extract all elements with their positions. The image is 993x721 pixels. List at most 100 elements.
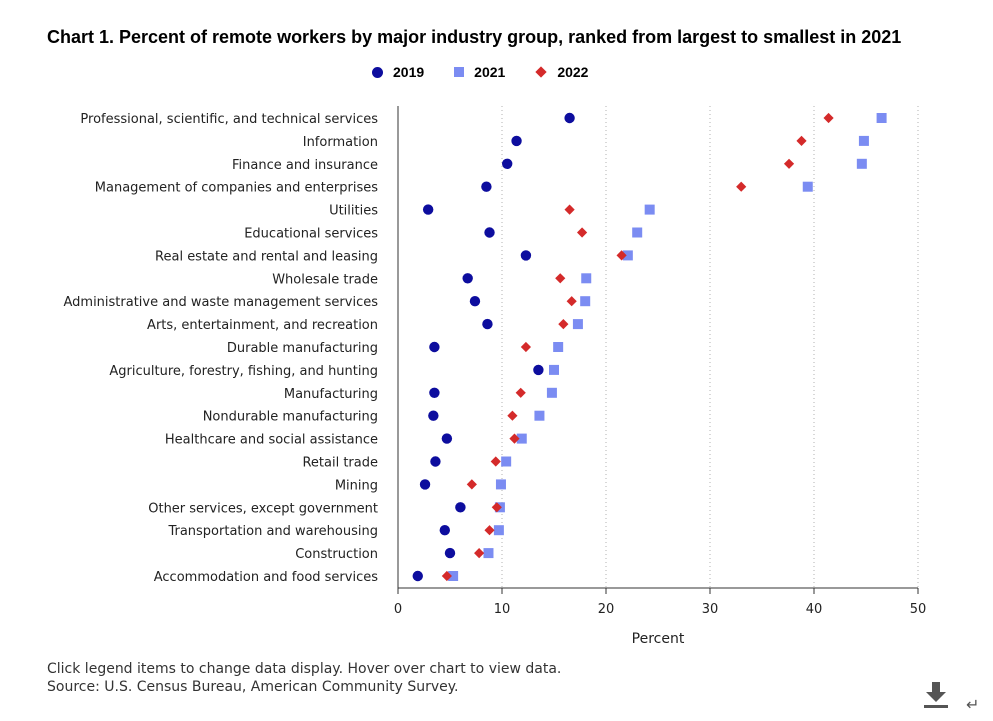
- point-2022[interactable]: [736, 181, 747, 192]
- point-2022[interactable]: [566, 296, 577, 307]
- point-2019[interactable]: [412, 570, 423, 582]
- point-2022[interactable]: [441, 570, 452, 582]
- category-label: Management of companies and enterprises: [95, 181, 378, 196]
- point-2019[interactable]: [439, 525, 450, 536]
- point-2019[interactable]: [455, 502, 466, 513]
- category-label: Healthcare and social assistance: [165, 433, 378, 448]
- footer-source: Source: U.S. Census Bureau, American Com…: [47, 679, 459, 695]
- point-2021[interactable]: [546, 387, 557, 398]
- point-2021[interactable]: [572, 319, 583, 330]
- category-label: Administrative and waste management serv…: [63, 295, 378, 310]
- legend-label-2022: 2022: [557, 64, 589, 80]
- category-label: Agriculture, forestry, fishing, and hunt…: [109, 364, 378, 379]
- point-2019[interactable]: [484, 227, 495, 238]
- point-2021[interactable]: [876, 113, 887, 123]
- point-2019[interactable]: [482, 318, 493, 330]
- point-2019[interactable]: [481, 181, 492, 192]
- legend-item-2019[interactable]: 2019: [372, 64, 424, 80]
- point-2019[interactable]: [469, 296, 481, 307]
- point-2022[interactable]: [474, 548, 485, 559]
- point-2019[interactable]: [441, 433, 453, 444]
- legend-circle-icon: [372, 66, 383, 78]
- point-2022[interactable]: [484, 525, 495, 536]
- point-2021[interactable]: [501, 456, 512, 467]
- point-2019[interactable]: [444, 547, 456, 559]
- point-2019[interactable]: [430, 456, 441, 467]
- point-2019[interactable]: [428, 410, 439, 421]
- x-axis-title: Percent: [632, 631, 685, 647]
- category-label: Arts, entertainment, and recreation: [147, 318, 378, 333]
- point-2022[interactable]: [509, 433, 520, 444]
- point-2021[interactable]: [632, 227, 643, 238]
- point-2021[interactable]: [483, 548, 494, 559]
- point-2019[interactable]: [429, 387, 440, 398]
- point-2019[interactable]: [502, 158, 513, 169]
- category-label: Retail trade: [302, 456, 378, 471]
- point-2022[interactable]: [783, 158, 795, 169]
- point-2019[interactable]: [462, 273, 473, 284]
- category-label: Mining: [335, 478, 378, 493]
- point-2022[interactable]: [823, 112, 834, 124]
- point-2022[interactable]: [796, 135, 807, 146]
- point-2022[interactable]: [558, 319, 569, 330]
- x-tick-label-10: 10: [494, 602, 511, 617]
- point-2021[interactable]: [549, 364, 559, 375]
- point-2019[interactable]: [429, 341, 440, 353]
- point-2021[interactable]: [802, 181, 813, 192]
- legend: 2019 2021 2022: [372, 62, 588, 82]
- point-2019[interactable]: [520, 250, 532, 261]
- point-2021[interactable]: [448, 571, 459, 581]
- legend-square-icon: [454, 67, 465, 77]
- point-2019[interactable]: [422, 204, 434, 215]
- point-2021[interactable]: [622, 250, 633, 261]
- point-2022[interactable]: [555, 273, 566, 284]
- point-2021[interactable]: [856, 158, 867, 169]
- category-label: Durable manufacturing: [227, 341, 378, 356]
- point-2022[interactable]: [515, 387, 526, 398]
- point-2021[interactable]: [580, 296, 591, 307]
- point-2019[interactable]: [511, 135, 522, 147]
- category-label: Information: [303, 135, 378, 150]
- point-2022[interactable]: [576, 227, 588, 238]
- point-2019[interactable]: [419, 479, 431, 490]
- point-2019[interactable]: [564, 112, 575, 124]
- point-2021[interactable]: [858, 135, 869, 146]
- legend-item-2022[interactable]: 2022: [535, 64, 588, 80]
- point-2021[interactable]: [493, 525, 504, 536]
- point-2019[interactable]: [533, 364, 544, 376]
- category-label: Utilities: [329, 204, 378, 219]
- category-label: Accommodation and food services: [154, 570, 378, 585]
- point-2021[interactable]: [495, 479, 506, 490]
- x-tick-label-0: 0: [394, 602, 402, 617]
- point-2022[interactable]: [520, 341, 532, 353]
- download-icon[interactable]: [921, 680, 951, 710]
- point-2021[interactable]: [534, 410, 545, 421]
- category-label: Professional, scientific, and technical …: [80, 112, 378, 127]
- point-2022[interactable]: [616, 250, 627, 261]
- x-tick-label-40: 40: [806, 602, 823, 617]
- category-label: Nondurable manufacturing: [203, 410, 378, 425]
- point-2021[interactable]: [581, 273, 592, 284]
- legend-label-2019: 2019: [393, 64, 425, 80]
- x-tick-label-50: 50: [910, 602, 927, 617]
- chart-plot[interactable]: 0 10 20 30 40 50 Percent Professional, scientif…: [0, 0, 993, 660]
- point-2022[interactable]: [564, 204, 575, 215]
- footer-note: Click legend items to change data displa…: [47, 661, 562, 677]
- x-tick-label-30: 30: [702, 602, 719, 617]
- footer: Click legend items to change data displa…: [47, 660, 561, 696]
- point-2022[interactable]: [466, 479, 477, 490]
- chart-title: Chart 1. Percent of remote workers by ma…: [47, 27, 902, 47]
- legend-label-2021: 2021: [474, 64, 506, 80]
- x-tick-label-20: 20: [598, 602, 615, 617]
- category-label: Construction: [295, 547, 378, 562]
- category-label: Wholesale trade: [272, 272, 378, 287]
- point-2021[interactable]: [553, 342, 564, 352]
- category-label: Real estate and rental and leasing: [155, 249, 378, 264]
- legend-item-2021[interactable]: 2021: [454, 64, 505, 80]
- point-2021[interactable]: [644, 204, 655, 215]
- point-2021[interactable]: [516, 433, 527, 444]
- point-2022[interactable]: [507, 410, 518, 421]
- point-2022[interactable]: [490, 456, 501, 467]
- category-label: Other services, except government: [148, 501, 378, 516]
- category-label: Finance and insurance: [232, 158, 378, 173]
